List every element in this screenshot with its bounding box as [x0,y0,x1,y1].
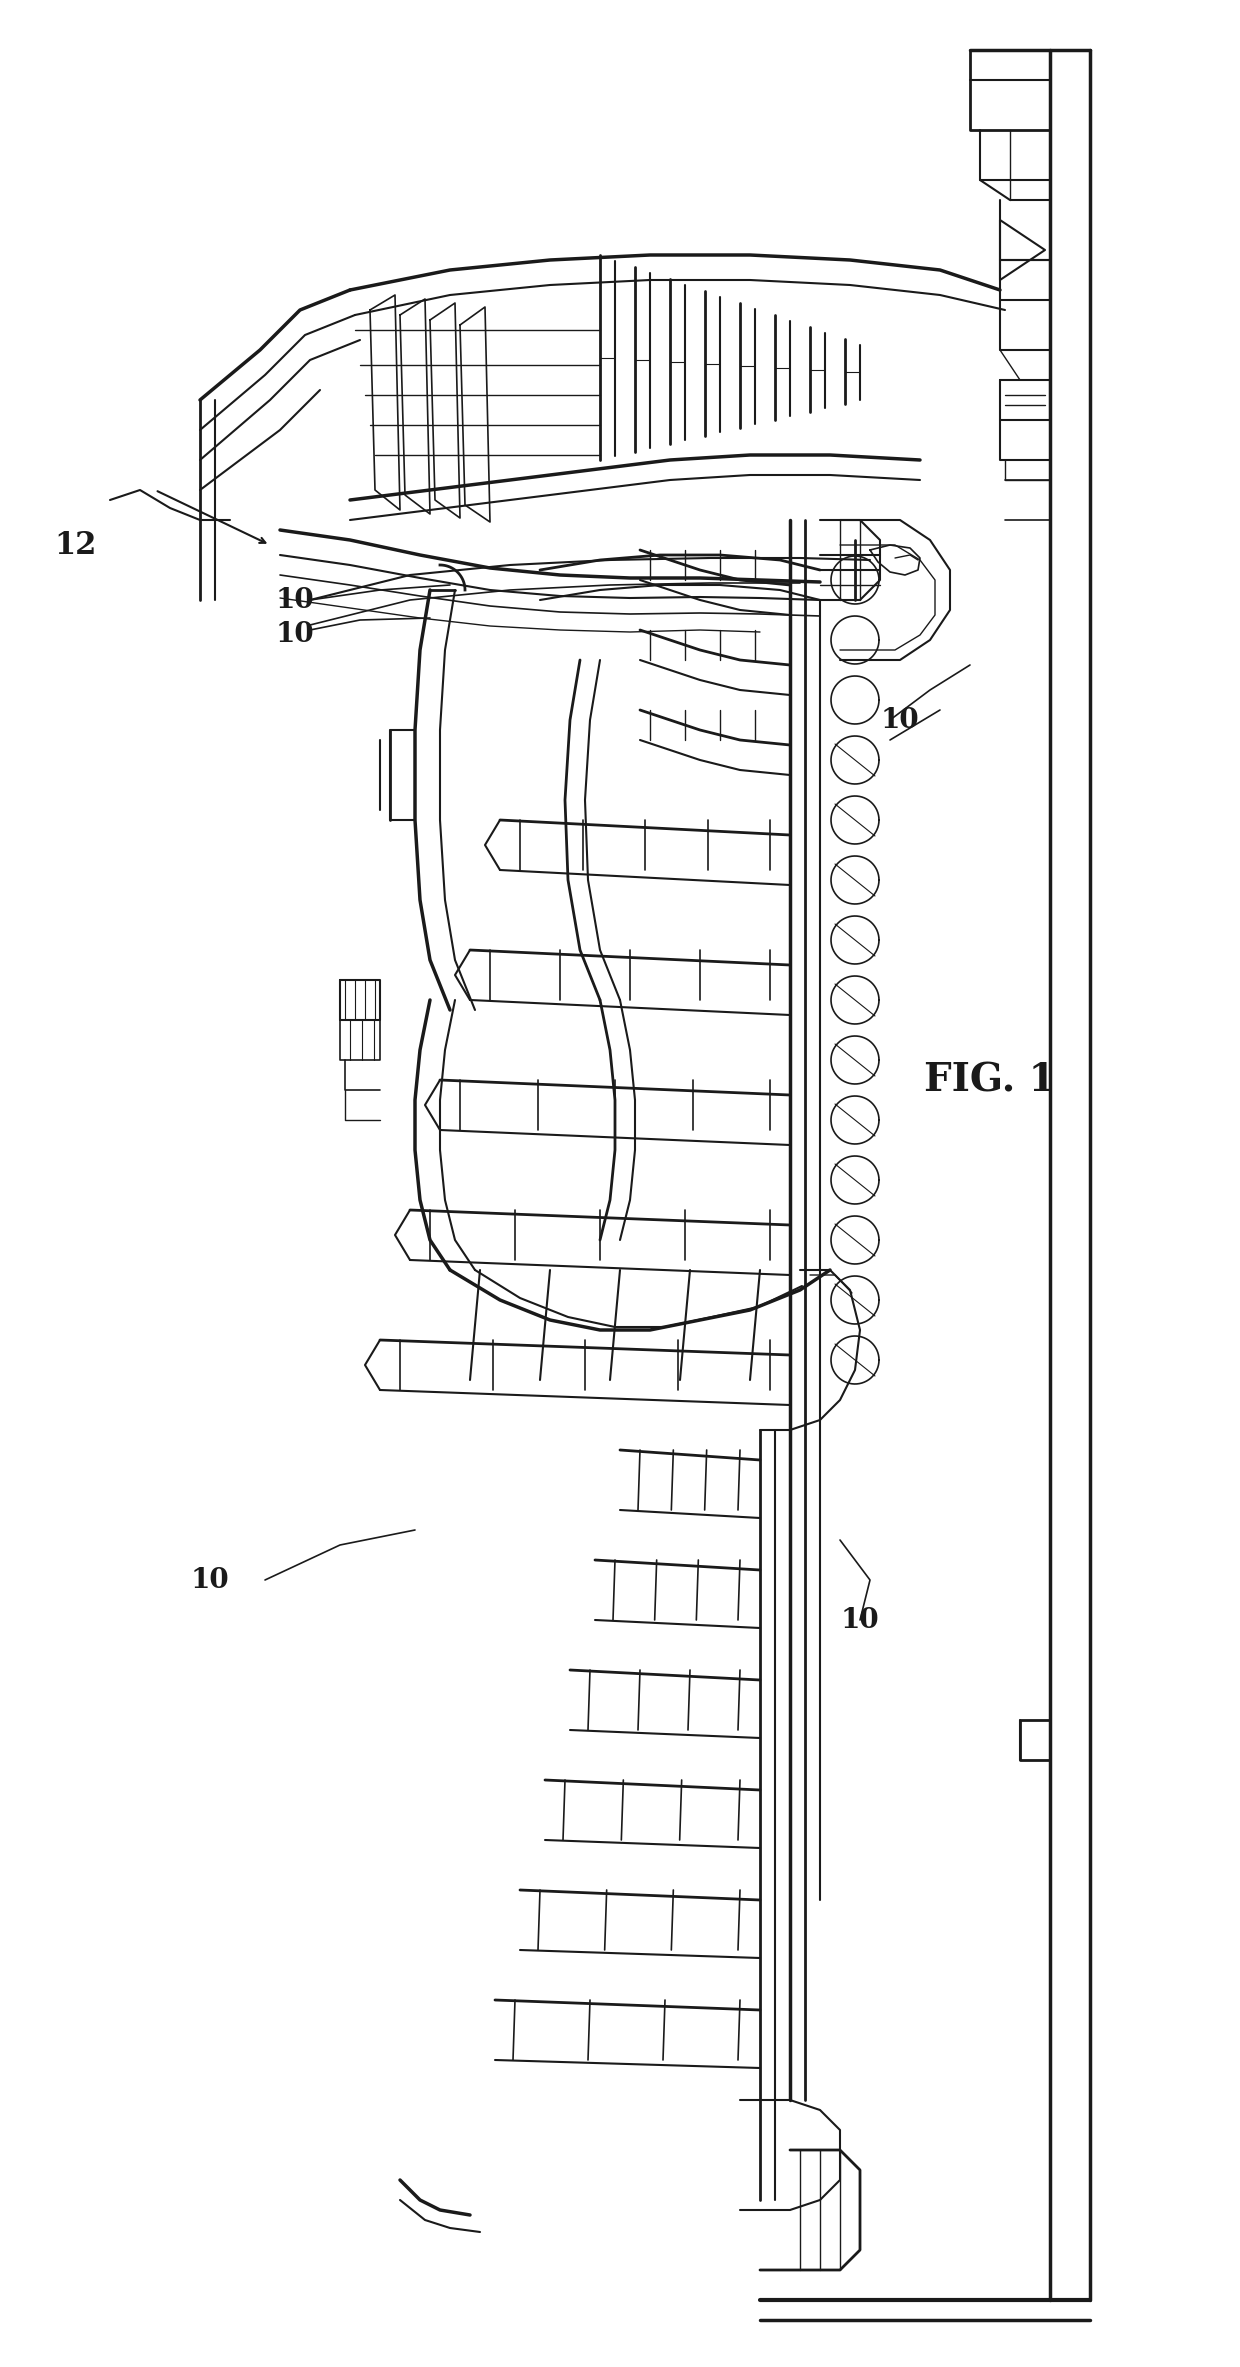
Text: 10: 10 [275,587,314,613]
Text: 10: 10 [275,623,314,649]
Text: 10: 10 [191,1567,229,1593]
Text: 12: 12 [53,530,97,561]
Text: 10: 10 [841,1607,879,1633]
Text: 10: 10 [880,705,919,734]
Text: FIG. 1: FIG. 1 [924,1060,1056,1098]
